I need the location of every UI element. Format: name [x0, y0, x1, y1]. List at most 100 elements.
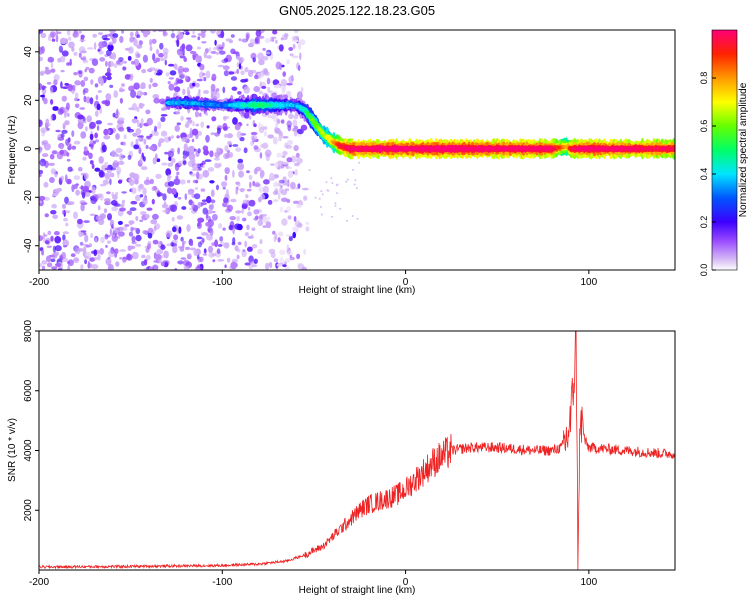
- noise-speckle: [143, 156, 146, 162]
- x-tick-label: 0: [403, 277, 409, 288]
- noise-speckle: [224, 167, 230, 175]
- noise-speckle: [295, 152, 300, 158]
- noise-speckle: [90, 196, 97, 205]
- noise-speckle: [135, 138, 139, 145]
- noise-speckle: [202, 72, 206, 76]
- noise-speckle: [155, 57, 161, 63]
- noise-speckle: [277, 231, 284, 237]
- noise-speckle: [181, 43, 186, 51]
- noise-speckle: [177, 50, 182, 56]
- noise-speckle: [83, 149, 90, 156]
- noise-speckle: [52, 245, 57, 253]
- noise-speckle: [68, 143, 72, 149]
- noise-speckle: [80, 131, 87, 139]
- noise-speckle: [155, 72, 162, 76]
- noise-speckle: [97, 32, 104, 36]
- noise-speckle: [230, 76, 238, 81]
- noise-speckle: [166, 243, 172, 247]
- noise-speckle: [182, 88, 186, 96]
- noise-speckle: [177, 197, 182, 200]
- noise-speckle: [249, 181, 252, 189]
- colorbar-ticks: 0.0 0.2 0.4 0.6 0.8: [699, 72, 716, 276]
- noise-speckle: [257, 219, 264, 226]
- noise-speckle: [152, 30, 157, 33]
- noise-speckle: [136, 106, 140, 113]
- spectrogram-frame: [38, 29, 676, 271]
- noise-speckle: [129, 172, 136, 179]
- noise-speckle: [282, 162, 289, 165]
- colorbar-tick-label: 0.2: [699, 216, 709, 229]
- noise-speckle: [280, 189, 288, 196]
- noise-speckle: [89, 139, 96, 146]
- noise-speckle: [193, 193, 201, 200]
- noise-speckle: [185, 44, 193, 52]
- noise-speckle: [143, 138, 147, 145]
- noise-speckle: [164, 59, 167, 66]
- noise-speckle: [51, 150, 58, 155]
- noise-speckle: [300, 124, 308, 131]
- noise-speckle: [73, 184, 78, 190]
- noise-speckle: [146, 254, 151, 261]
- noise-speckle: [140, 103, 145, 107]
- noise-speckle: [173, 86, 181, 93]
- noise-speckle: [280, 119, 285, 124]
- noise-speckle: [56, 187, 63, 192]
- noise-speckle: [84, 234, 89, 243]
- noise-speckle: [277, 192, 281, 200]
- noise-speckle: [149, 45, 153, 52]
- noise-speckle: [185, 31, 190, 36]
- noise-speckle: [191, 138, 195, 143]
- noise-speckle: [237, 158, 244, 164]
- noise-speckle: [147, 68, 153, 73]
- noise-speckle: [258, 35, 265, 39]
- noise-speckle: [223, 126, 228, 131]
- noise-speckle: [127, 245, 132, 251]
- noise-speckle: [301, 266, 307, 270]
- noise-speckle: [64, 196, 69, 204]
- noise-speckle: [102, 179, 109, 185]
- noise-speckle: [346, 219, 348, 222]
- noise-speckle: [85, 245, 90, 248]
- noise-speckle: [234, 123, 241, 131]
- noise-speckle: [226, 257, 231, 263]
- noise-speckle: [197, 36, 201, 41]
- noise-speckle: [61, 203, 67, 209]
- noise-speckle: [48, 162, 55, 166]
- noise-speckle: [68, 41, 75, 49]
- noise-speckle: [258, 90, 263, 95]
- noise-speckle: [79, 241, 84, 246]
- noise-speckle: [250, 134, 258, 141]
- noise-speckle: [246, 170, 250, 174]
- noise-speckle: [205, 211, 209, 219]
- noise-speckle: [131, 235, 136, 243]
- noise-speckle: [135, 194, 141, 202]
- noise-speckle: [54, 173, 58, 178]
- noise-speckle: [196, 254, 200, 260]
- noise-speckle: [253, 123, 257, 128]
- noise-speckle: [282, 264, 287, 267]
- noise-speckle: [94, 167, 101, 172]
- noise-speckle: [302, 187, 309, 191]
- noise-speckle: [270, 163, 275, 166]
- noise-speckle: [293, 30, 299, 34]
- noise-speckle: [75, 92, 79, 99]
- noise-speckle: [182, 67, 190, 73]
- noise-speckle: [145, 214, 150, 219]
- noise-speckle: [79, 200, 86, 205]
- noise-speckle: [103, 208, 108, 214]
- noise-speckle: [162, 47, 169, 55]
- noise-speckle: [91, 264, 99, 270]
- noise-speckle: [200, 188, 206, 192]
- noise-speckle: [208, 47, 212, 52]
- snr-y-label: SNR (10 * v/v): [7, 418, 18, 482]
- noise-speckle: [67, 259, 74, 267]
- noise-speckle: [205, 70, 211, 79]
- noise-speckle: [175, 175, 179, 179]
- noise-speckle: [153, 225, 157, 232]
- noise-speckle: [67, 264, 70, 270]
- noise-speckle: [131, 118, 138, 124]
- noise-speckle: [192, 82, 196, 87]
- noise-speckle: [249, 38, 256, 44]
- noise-speckle: [300, 87, 304, 93]
- noise-speckle: [222, 227, 226, 231]
